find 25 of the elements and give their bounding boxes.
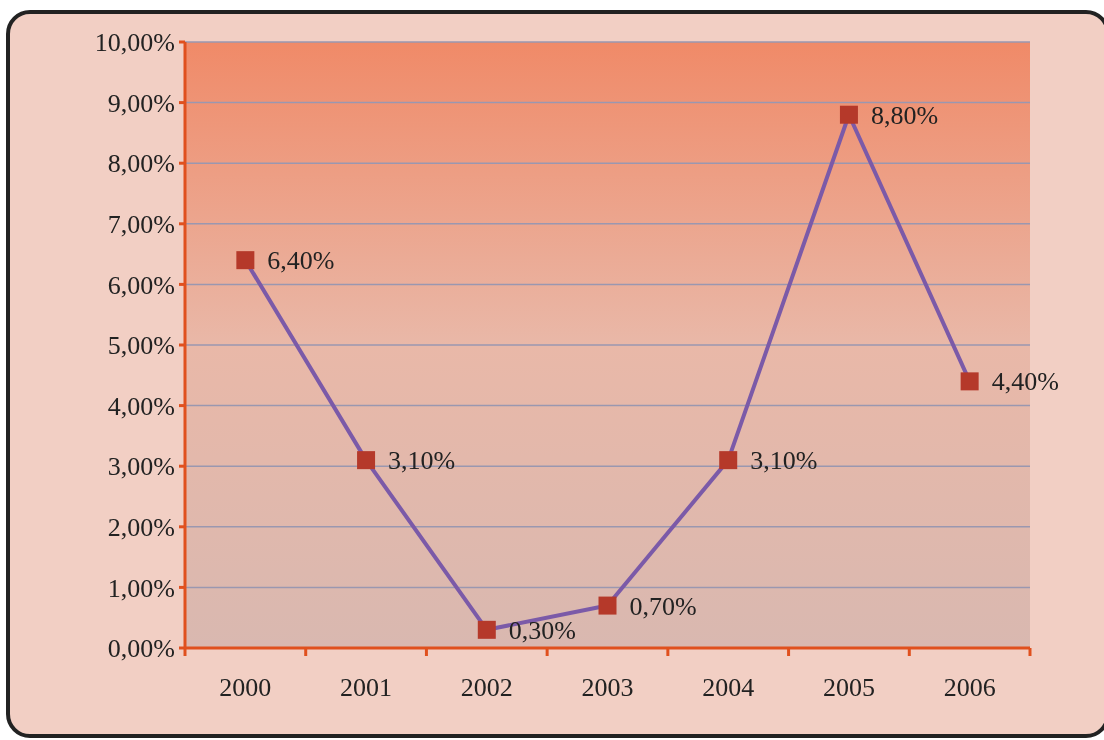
data-label: 3,10%	[388, 446, 456, 476]
data-label: 8,80%	[870, 100, 939, 130]
y-tick-label: 2,00%	[107, 512, 175, 542]
y-tick-label: 7,00%	[107, 209, 175, 239]
y-tick-label: 8,00%	[107, 149, 175, 179]
x-tick-label: 2003	[581, 673, 634, 702]
y-tick-label: 4,00%	[107, 391, 175, 421]
data-label: 0,30%	[508, 615, 576, 645]
data-label: 4,40%	[991, 367, 1059, 397]
x-tick-label: 2001	[340, 673, 393, 702]
x-tick-label: 2004	[702, 673, 755, 702]
y-tick-label: 3,00%	[107, 452, 175, 482]
data-label: 0,70%	[629, 591, 697, 621]
data-label: 6,40%	[267, 246, 335, 276]
x-tick-label: 2002	[460, 673, 513, 702]
x-tick-label: 2005	[822, 673, 875, 702]
y-tick-label: 10,00%	[94, 28, 175, 58]
y-tick-label: 9,00%	[107, 88, 175, 118]
y-tick-label: 5,00%	[107, 331, 175, 361]
x-tick-label: 2000	[219, 673, 272, 702]
y-tick-label: 6,00%	[107, 270, 175, 300]
x-tick-label: 2006	[943, 673, 996, 702]
y-tick-label: 1,00%	[107, 573, 175, 603]
data-label: 3,10%	[750, 446, 818, 476]
y-tick-label: 0,00%	[107, 634, 175, 664]
